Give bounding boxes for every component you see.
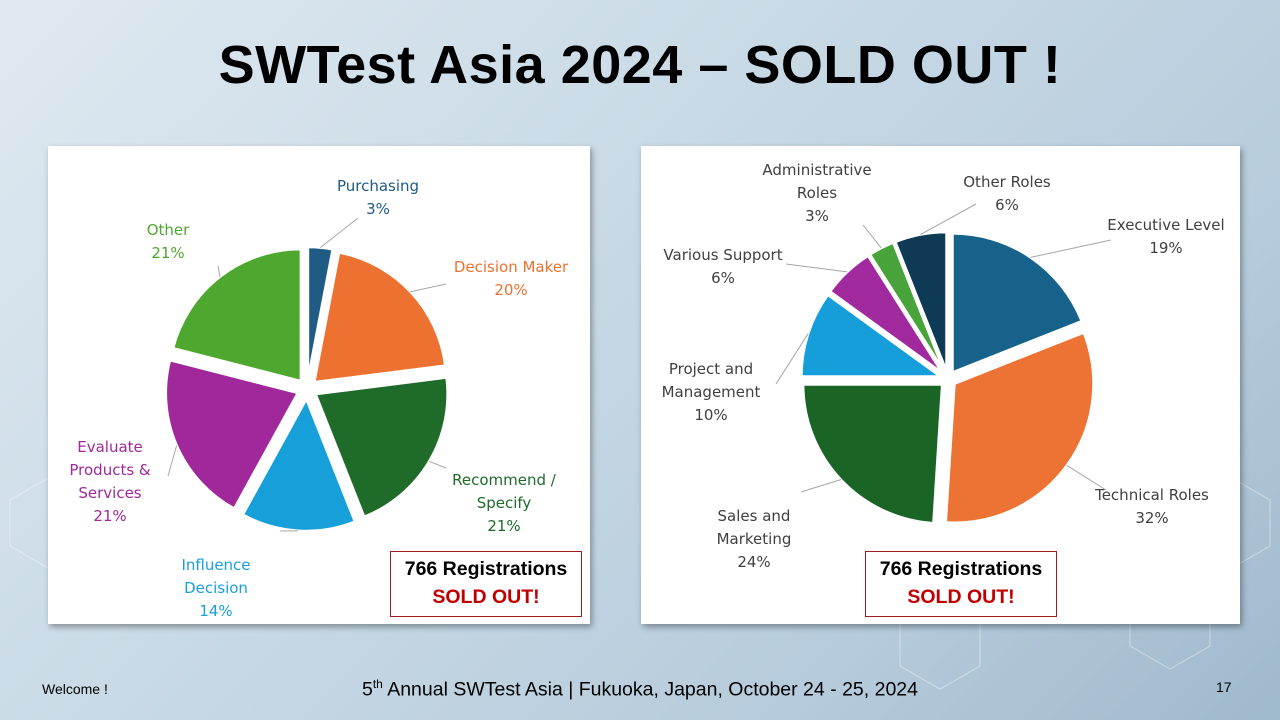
- pct-label-other-roles: 6%: [995, 196, 1019, 214]
- pie-slice-decision-maker: [312, 251, 447, 384]
- slice-label-evaluate-products-services: Services: [78, 484, 141, 502]
- leader-line-purchasing: [320, 217, 359, 249]
- pct-label-evaluate-products-services: 21%: [93, 507, 126, 525]
- slice-label-administrative-roles: Roles: [797, 184, 837, 202]
- pie-slice-project-and-management: [800, 293, 945, 378]
- leader-line-various-support: [785, 263, 848, 273]
- pct-label-executive-level: 19%: [1149, 239, 1182, 257]
- leader-line-decision-maker: [410, 283, 447, 293]
- pct-label-recommend-specify: 21%: [487, 517, 520, 535]
- pie-slice-influence-decision: [241, 396, 357, 533]
- leader-line-project-and-management: [775, 333, 809, 385]
- pct-label-technical-roles: 32%: [1135, 509, 1168, 527]
- pct-label-sales-and-marketing: 24%: [737, 553, 770, 571]
- pie-chart-job-roles: Executive Level 19% Technical Roles 32% Sale…: [662, 161, 1225, 571]
- registrations-count: 766 Registrations: [879, 558, 1043, 580]
- registrations-box: 766 Registrations SOLD OUT!: [865, 551, 1057, 617]
- pie-slice-various-support: [828, 254, 944, 375]
- chart-panel-job-roles: Executive Level 19% Technical Roles 32% Sale…: [641, 146, 1240, 624]
- slice-label-project-and-management: Project and: [669, 360, 753, 378]
- slice-label-sales-and-marketing: Marketing: [717, 530, 792, 548]
- footer-welcome: Welcome !: [42, 681, 108, 697]
- leader-line-evaluate-products-services: [167, 445, 178, 477]
- sold-out-text: SOLD OUT!: [432, 586, 540, 608]
- pct-label-project-and-management: 10%: [694, 406, 727, 424]
- slice-label-purchasing: Purchasing: [337, 177, 419, 195]
- slide-title: SWTest Asia 2024 – SOLD OUT !: [218, 35, 1062, 95]
- leader-line-sales-and-marketing: [800, 479, 841, 493]
- pie-chart-buyer-roles: Purchasing 3% Decision Maker 20% Recommend /…: [69, 177, 569, 620]
- footer-ordinal-suffix: th: [372, 677, 383, 691]
- slice-label-administrative-roles: Administrative: [762, 161, 871, 179]
- footer-ordinal: 5: [361, 678, 373, 701]
- footer-event-info: 5th Annual SWTest Asia | Fukuoka, Japan,…: [0, 677, 1280, 702]
- slice-label-evaluate-products-services: Products &: [69, 461, 151, 479]
- leader-line-recommend-specify: [429, 460, 447, 469]
- slice-label-project-and-management: Management: [662, 383, 761, 401]
- pie-slice-executive-level: [951, 232, 1084, 375]
- pct-label-influence-decision: 14%: [199, 602, 232, 620]
- sold-out-text: SOLD OUT!: [907, 586, 1015, 608]
- pct-label-other: 21%: [151, 244, 184, 262]
- pie-slice-other: [171, 247, 303, 383]
- registrations-box: 766 Registrations SOLD OUT!: [390, 551, 582, 617]
- slice-label-influence-decision: Decision: [184, 579, 248, 597]
- slice-label-other-roles: Other Roles: [963, 173, 1051, 191]
- pie-slice-evaluate-products-services: [164, 358, 300, 511]
- leader-line-administrative-roles: [862, 224, 882, 249]
- slice-label-sales-and-marketing: Sales and: [718, 507, 791, 525]
- slice-label-recommend-specify: Specify: [477, 494, 532, 512]
- slice-label-executive-level: Executive Level: [1107, 216, 1224, 234]
- page-number: 17: [1216, 679, 1232, 695]
- leader-line-executive-level: [1030, 239, 1112, 258]
- pct-label-administrative-roles: 3%: [805, 207, 829, 225]
- pct-label-various-support: 6%: [711, 269, 735, 287]
- pct-label-purchasing: 3%: [366, 200, 390, 218]
- leader-line-other: [217, 265, 221, 277]
- pie-slice-technical-roles: [944, 330, 1095, 524]
- slice-label-decision-maker: Decision Maker: [454, 258, 569, 276]
- pct-label-decision-maker: 20%: [494, 281, 527, 299]
- chart-panel-buyer-roles: Purchasing 3% Decision Maker 20% Recommend /…: [48, 146, 590, 624]
- slice-label-recommend-specify: Recommend /: [452, 471, 557, 489]
- leader-line-other-roles: [920, 203, 977, 236]
- registrations-count: 766 Registrations: [404, 558, 568, 580]
- leader-line-technical-roles: [1066, 464, 1107, 491]
- slice-label-various-support: Various Support: [663, 246, 782, 264]
- slice-label-technical-roles: Technical Roles: [1094, 486, 1209, 504]
- pie-slice-sales-and-marketing: [801, 383, 944, 525]
- pie-slice-recommend-specify: [313, 376, 449, 519]
- slice-label-other: Other: [147, 221, 190, 239]
- slice-label-evaluate-products-services: Evaluate: [77, 438, 143, 456]
- footer-event-text: Annual SWTest Asia | Fukuoka, Japan, Oct…: [382, 678, 918, 701]
- slice-label-influence-decision: Influence: [181, 556, 250, 574]
